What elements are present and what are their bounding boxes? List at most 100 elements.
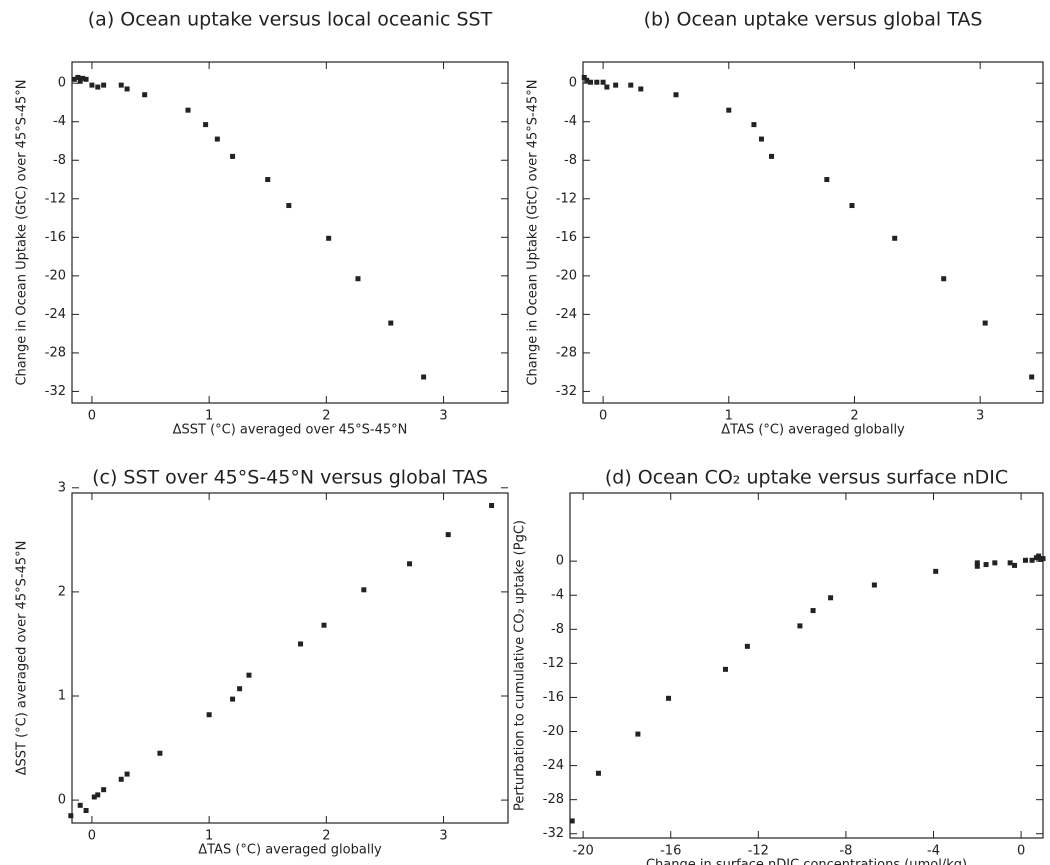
y-tick-label: -32	[556, 384, 577, 399]
point	[124, 771, 130, 777]
x-axis-label: ΔTAS (°C) averaged globally	[721, 423, 905, 438]
point	[206, 712, 212, 718]
y-tick-label: -20	[45, 268, 66, 283]
point	[246, 672, 252, 678]
x-tick-label: 1	[205, 829, 213, 844]
point	[388, 320, 394, 326]
point	[992, 560, 998, 566]
point	[230, 696, 236, 702]
y-tick-label: -4	[551, 588, 564, 603]
point	[1012, 562, 1018, 568]
point	[666, 695, 672, 701]
point	[726, 107, 732, 113]
point	[75, 74, 81, 80]
point	[83, 808, 89, 814]
y-axis-label: ΔSST (°C) averaged over 45°S-45°N	[15, 541, 30, 776]
point	[142, 92, 148, 98]
y-axis-label: Perturbation to cumulative CO₂ uptake (P…	[513, 520, 528, 811]
y-tick-label: -32	[45, 384, 66, 399]
point	[407, 561, 413, 567]
point	[1029, 374, 1035, 380]
x-tick-label: 0	[88, 409, 96, 424]
x-tick-label: 0	[1017, 844, 1025, 859]
y-tick-label: 1	[58, 688, 66, 703]
y-tick-label: -16	[45, 230, 66, 245]
y-tick-label: 3	[58, 480, 66, 495]
x-tick-label: 2	[850, 409, 858, 424]
point	[600, 79, 606, 85]
point	[68, 813, 74, 819]
x-tick-label: -4	[927, 844, 940, 859]
x-tick-label: 0	[599, 409, 607, 424]
point	[594, 79, 600, 85]
point	[584, 77, 590, 83]
x-axis-label: ΔTAS (°C) averaged globally	[198, 843, 382, 858]
point	[203, 122, 209, 128]
point	[569, 818, 575, 824]
y-tick-label: -8	[53, 153, 66, 168]
chart-title: (c) SST over 45°S-45°N versus global TAS	[92, 467, 488, 489]
y-axis-label: Change in Ocean Uptake (GtC) over 45°S-4…	[15, 79, 30, 385]
point	[489, 502, 495, 508]
point	[982, 320, 988, 326]
plot-frame	[569, 492, 1044, 839]
point	[237, 686, 243, 692]
y-tick-label: -20	[543, 724, 564, 739]
y-tick-label: 0	[58, 76, 66, 91]
point	[355, 276, 361, 282]
x-tick-label: 3	[976, 409, 984, 424]
point	[77, 802, 83, 808]
point	[80, 75, 86, 81]
x-tick-label: -12	[748, 844, 769, 859]
point	[828, 595, 834, 601]
x-tick-label: -16	[660, 844, 681, 859]
y-tick-label: -4	[53, 114, 66, 129]
y-tick-label: 0	[58, 793, 66, 808]
point	[101, 82, 107, 88]
point	[124, 86, 130, 92]
y-tick-label: -16	[543, 690, 564, 705]
y-tick-label: 0	[569, 76, 577, 91]
point	[595, 770, 601, 776]
y-tick-label: -28	[45, 345, 66, 360]
plot-frame	[71, 61, 509, 404]
point	[871, 582, 877, 588]
plot-frame	[71, 492, 509, 824]
plot-frame	[582, 61, 1044, 404]
x-tick-label: 2	[322, 829, 330, 844]
y-tick-label: -24	[45, 307, 66, 322]
point	[118, 82, 124, 88]
x-tick-label: 3	[439, 829, 447, 844]
point	[1007, 560, 1013, 566]
point	[769, 153, 775, 159]
point	[445, 532, 451, 538]
x-tick-label: -20	[573, 844, 594, 859]
point	[613, 82, 619, 88]
point	[581, 74, 587, 80]
point	[604, 84, 610, 90]
point	[361, 587, 367, 593]
point	[1040, 556, 1046, 562]
x-tick-label: -8	[839, 844, 852, 859]
y-tick-label: -32	[543, 826, 564, 841]
point	[1036, 553, 1042, 559]
point	[77, 78, 83, 84]
x-tick-label: 1	[205, 409, 213, 424]
x-tick-label: 0	[88, 829, 96, 844]
point	[421, 374, 427, 380]
point	[797, 623, 803, 629]
point	[95, 84, 101, 90]
chart-title: (a) Ocean uptake versus local oceanic SS…	[88, 9, 493, 31]
chart-title: (d) Ocean CO₂ uptake versus surface nDIC	[605, 467, 1008, 489]
y-tick-label: -4	[564, 114, 577, 129]
point	[635, 731, 641, 737]
point	[230, 153, 236, 159]
point	[892, 235, 898, 241]
point	[933, 568, 939, 574]
point	[265, 177, 271, 183]
point	[1029, 557, 1035, 563]
y-tick-label: -16	[556, 230, 577, 245]
point	[673, 92, 679, 98]
point	[722, 666, 728, 672]
